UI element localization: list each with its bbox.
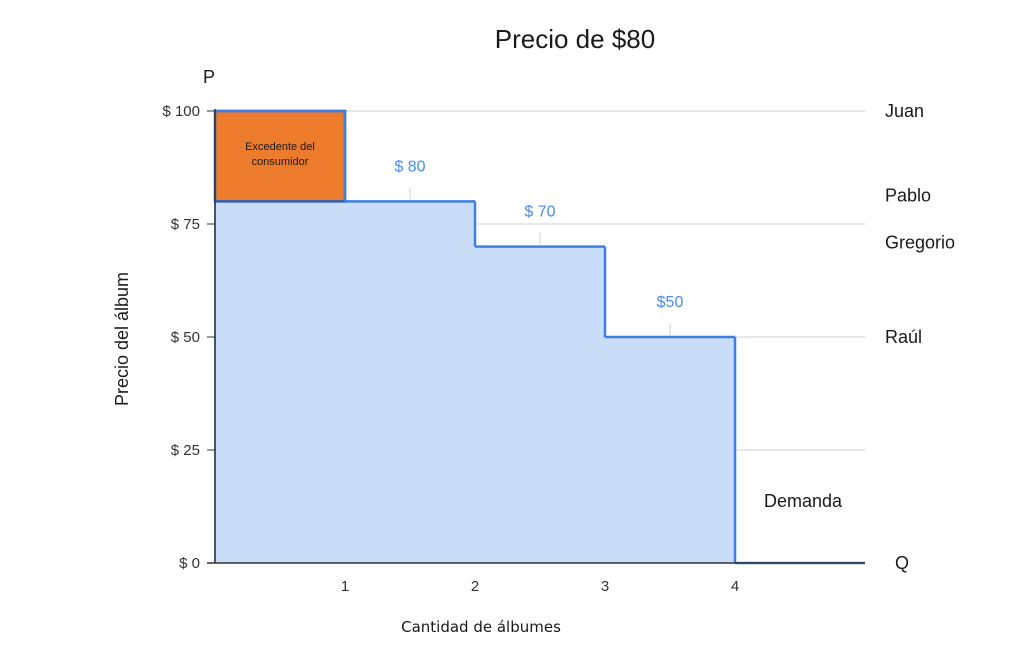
y-tick-label: $ 0 — [179, 555, 200, 572]
chart-title: Precio de $80 — [495, 24, 655, 54]
axes — [207, 109, 865, 564]
consumer-surplus: Excedente del consumidor — [213, 109, 347, 203]
consumer-surplus-label-line1: Excedente del — [245, 141, 315, 153]
y-tick-label: $ 50 — [171, 329, 200, 346]
y-axis-title: Precio del álbum — [112, 272, 132, 406]
q-axis-label: Q — [895, 553, 909, 573]
y-tick-label: $ 25 — [171, 442, 200, 459]
y-tick-label: $ 75 — [171, 216, 200, 233]
buyer-label: Raúl — [885, 327, 922, 347]
x-tick-label: 2 — [471, 578, 479, 595]
x-tick-label: 3 — [601, 578, 609, 595]
x-axis-title: Cantidad de álbumes — [401, 618, 561, 636]
price-label: $ 80 — [394, 158, 425, 175]
demand-area-fill — [215, 111, 865, 563]
buyer-label: Juan — [885, 101, 924, 121]
price-label: $50 — [657, 294, 684, 311]
labels: $ 0 $ 25 $ 50 $ 75 $ 100 1 2 3 4 $ 80 $ 70 $50 Juan P… — [162, 101, 955, 595]
x-tick-label: 4 — [731, 578, 739, 595]
p-axis-label: P — [203, 67, 215, 87]
demand-area — [215, 111, 865, 563]
buyer-label: Pablo — [885, 185, 931, 205]
y-tick-label: $ 100 — [162, 103, 200, 120]
buyer-label: Gregorio — [885, 233, 955, 253]
price-label: $ 70 — [524, 204, 555, 221]
consumer-surplus-label-line2: consumidor — [252, 156, 309, 168]
series-label-demanda: Demanda — [764, 491, 843, 511]
consumer-surplus-rect — [213, 109, 347, 203]
x-tick-label: 1 — [341, 578, 349, 595]
